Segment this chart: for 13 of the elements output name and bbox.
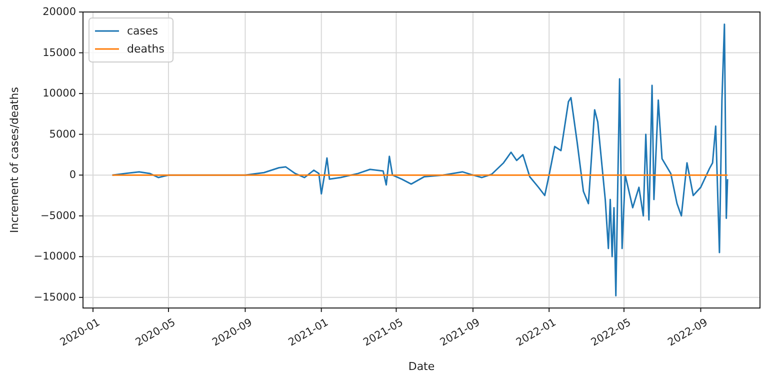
x-axis-title: Date xyxy=(408,360,435,373)
y-tick-label: 0 xyxy=(69,169,76,182)
legend-label: deaths xyxy=(127,42,165,56)
y-tick-label: 20000 xyxy=(42,6,76,18)
line-series xyxy=(112,23,728,297)
y-tick-label: −5000 xyxy=(40,210,76,222)
y-tick-label: 15000 xyxy=(42,46,76,59)
y-axis-title: Increment of cases/deaths xyxy=(8,86,21,233)
legend-label: cases xyxy=(127,24,158,38)
y-tick-label: −15000 xyxy=(34,291,76,304)
y-tick-label: 5000 xyxy=(49,128,76,140)
y-tick-label: −10000 xyxy=(34,250,76,263)
y-tick-label: 10000 xyxy=(42,88,76,100)
